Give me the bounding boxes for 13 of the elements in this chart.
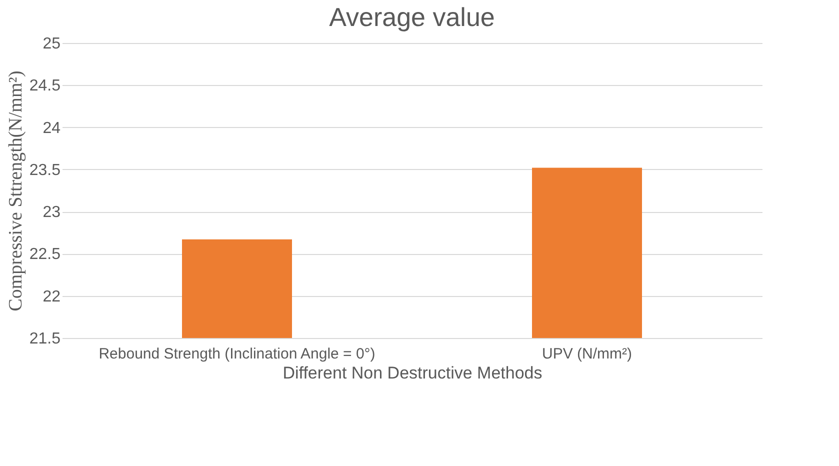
y-tick-label: 23.5 <box>29 162 61 179</box>
x-tick-label: UPV (N/mm²) <box>542 346 632 362</box>
x-axis-title: Different Non Destructive Methods <box>282 364 542 382</box>
y-tick-label: 22 <box>42 288 61 306</box>
y-tick-label: 24 <box>42 120 61 137</box>
y-tick-label: 22.5 <box>29 246 61 264</box>
y-tick-label: 24.5 <box>29 78 61 95</box>
y-axis-title: Compressive Sttrength(N/mm²) <box>5 70 26 312</box>
y-tick-label: 25 <box>42 36 61 52</box>
x-tick-label: Rebound Strength (Inclination Angle = 0°) <box>98 346 376 362</box>
y-tick-label: 21.5 <box>29 330 61 348</box>
y-tick-label: 23 <box>42 204 61 222</box>
chart-title: Average value <box>329 2 495 32</box>
